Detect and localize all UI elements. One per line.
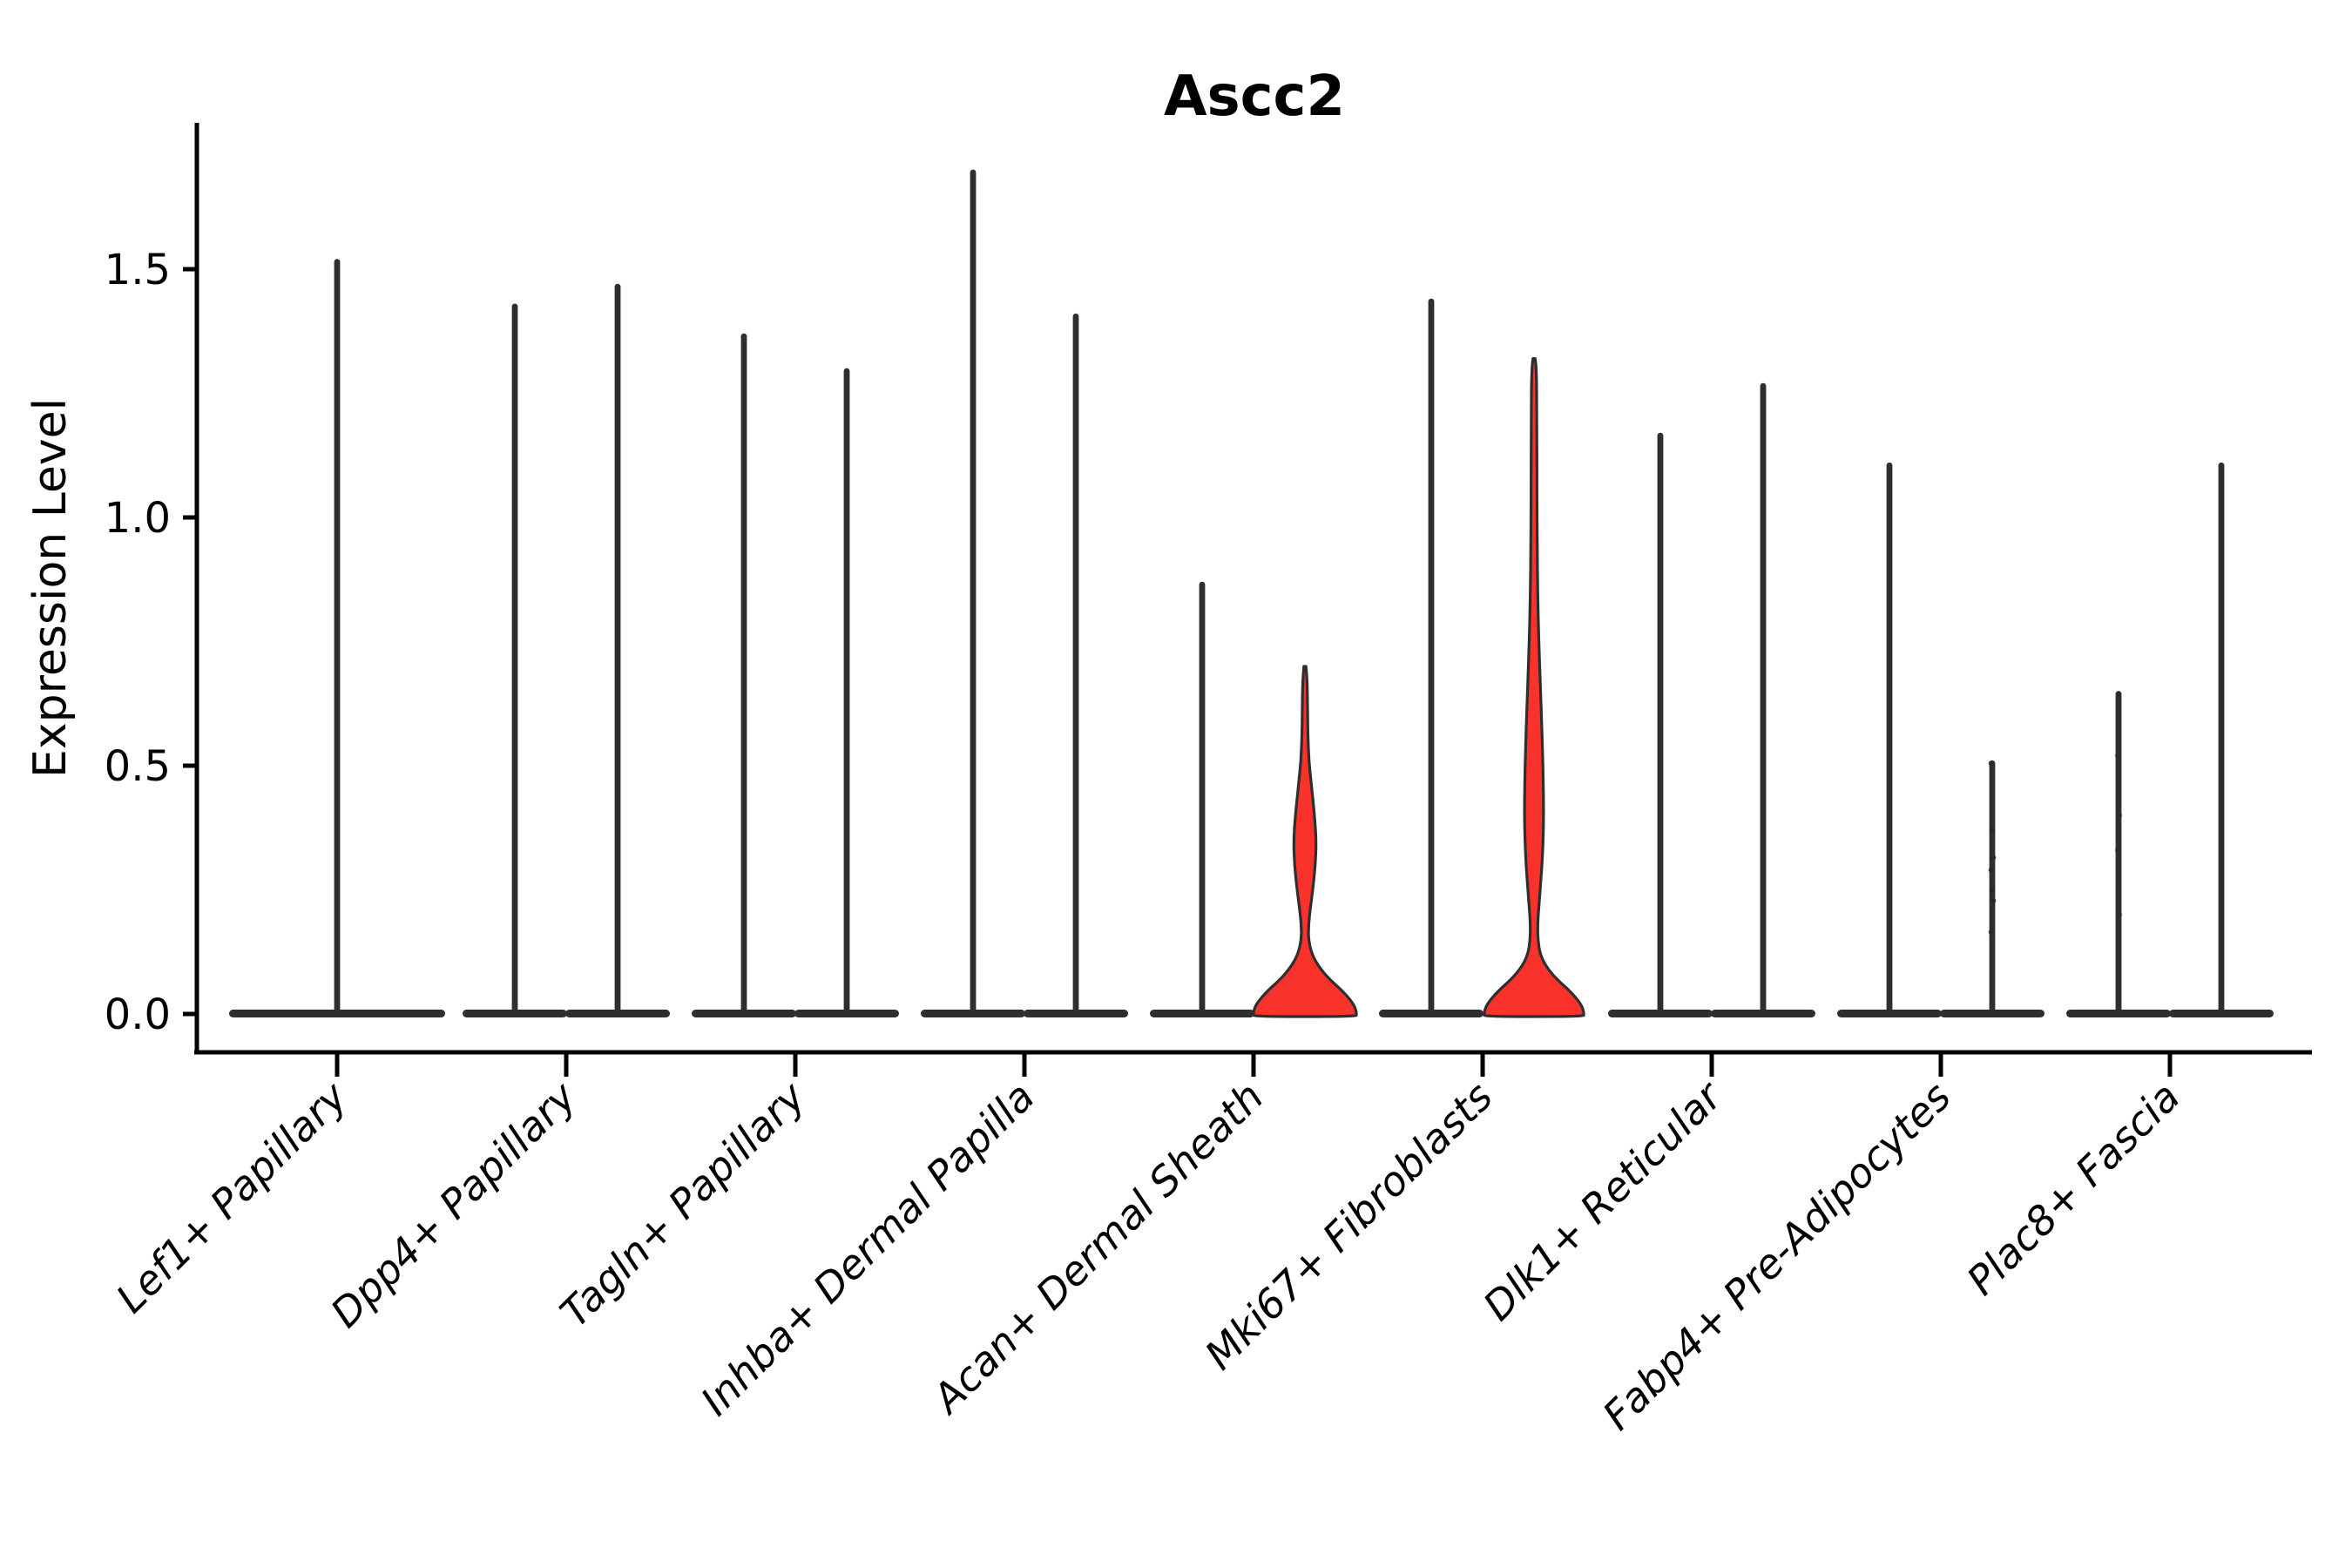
jitter-dot bbox=[1988, 867, 1994, 873]
y-tick-label: 0.0 bbox=[105, 990, 171, 1039]
y-axis: 0.0 0.5 1.0 1.5 bbox=[105, 246, 197, 1039]
y-tick-label: 0.5 bbox=[105, 742, 171, 791]
jitter-dot bbox=[1990, 855, 1997, 861]
jitter-dot bbox=[1990, 828, 1995, 833]
jitter-dot bbox=[2116, 783, 2121, 788]
jitter-dot bbox=[2114, 848, 2120, 853]
y-tick-label: 1.5 bbox=[105, 246, 171, 294]
jitter-dot bbox=[2117, 813, 2123, 818]
jitter-dot bbox=[2116, 877, 2121, 882]
jitter-dot bbox=[1990, 887, 1995, 893]
jitter-dot bbox=[1988, 760, 1994, 766]
violin-5-right-highlighted bbox=[1483, 357, 1585, 1018]
jitter-dot bbox=[2114, 753, 2120, 759]
jitter-dot bbox=[2117, 912, 2123, 917]
violins-layer bbox=[229, 169, 2274, 1018]
y-tick-label: 1.0 bbox=[105, 494, 171, 543]
chart-title: Ascc2 bbox=[1164, 64, 1345, 129]
jitter-dot bbox=[1990, 898, 1997, 903]
jitter-dot bbox=[1988, 929, 1994, 935]
y-axis-label: Expression Level bbox=[24, 398, 77, 778]
violin-4-right-highlighted bbox=[1252, 665, 1358, 1018]
